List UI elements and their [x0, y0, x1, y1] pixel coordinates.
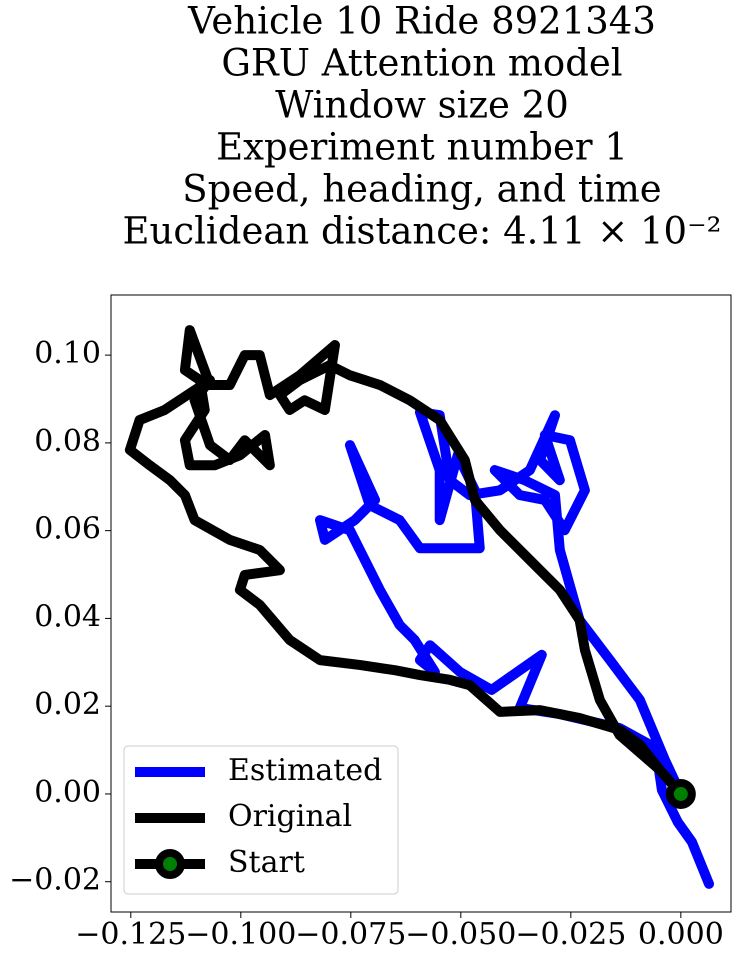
- x-tick-label: −0.075: [295, 917, 406, 952]
- legend-label: Estimated: [228, 753, 382, 788]
- legend-box: [123, 745, 399, 895]
- x-tick-label: 0.000: [638, 917, 724, 952]
- y-tick-label: 0.04: [34, 599, 101, 634]
- x-tick-label: −0.100: [185, 917, 296, 952]
- x-tick-label: −0.125: [75, 917, 186, 952]
- legend-label: Start: [228, 845, 305, 880]
- y-tick-label: 0.02: [34, 687, 101, 722]
- series-line: [124, 325, 686, 799]
- chart-title: Experiment number 1: [216, 126, 628, 169]
- x-tick-label: −0.025: [515, 917, 626, 952]
- chart-title: Speed, heading, and time: [182, 168, 661, 211]
- plot-frame: [110, 294, 732, 913]
- legend-marker: [155, 849, 185, 879]
- legend-label: Original: [228, 799, 352, 834]
- y-tick-label: 0.10: [34, 336, 101, 371]
- plot-area: [124, 325, 714, 889]
- chart-title: Vehicle 10 Ride 8921343: [187, 0, 656, 43]
- y-tick-label: 0.06: [34, 512, 101, 547]
- y-tick-label: −0.02: [9, 863, 101, 898]
- chart-title: Euclidean distance: 4.11 × 10⁻²: [123, 210, 722, 253]
- y-tick-label: 0.08: [34, 424, 101, 459]
- y-tick-label: 0.00: [34, 775, 101, 810]
- start-marker: [665, 778, 696, 809]
- chart-title: GRU Attention model: [221, 42, 622, 85]
- chart-title: Window size 20: [275, 84, 569, 127]
- x-tick-label: −0.050: [405, 917, 516, 952]
